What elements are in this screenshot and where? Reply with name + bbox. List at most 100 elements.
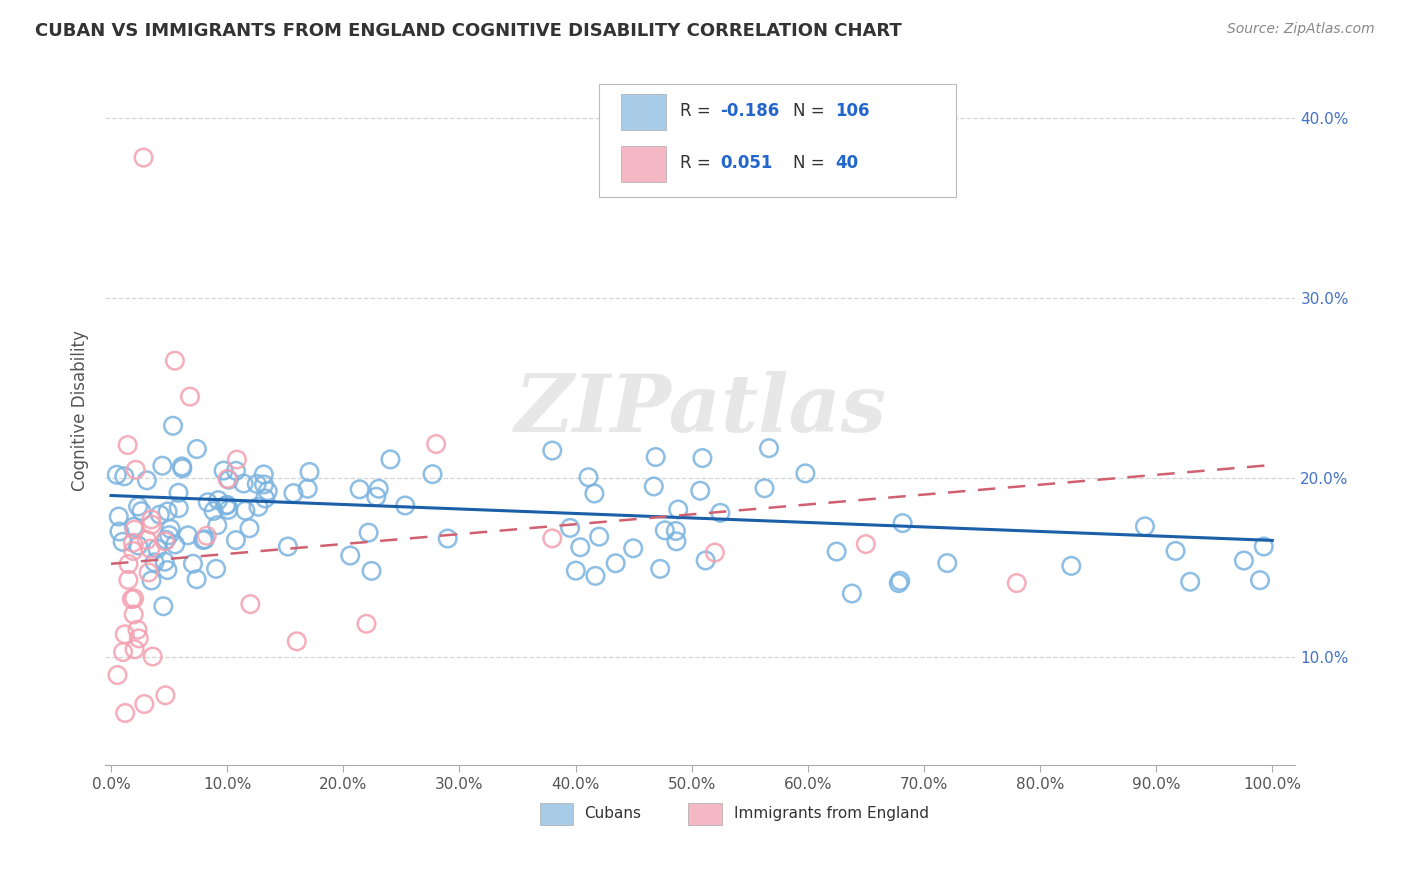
Point: [217, 503, 239, 517]
Text: -0.186: -0.186: [720, 102, 780, 120]
Point: [360, 564, 382, 578]
Point: [277, 540, 299, 554]
Point: [186, 442, 208, 456]
Point: [1164, 544, 1187, 558]
Point: [298, 465, 321, 479]
Point: [138, 566, 160, 580]
Point: [218, 473, 240, 487]
Text: ZIPatlas: ZIPatlas: [515, 371, 886, 449]
Point: [127, 500, 149, 514]
Point: [135, 533, 157, 547]
Point: [124, 523, 146, 537]
Point: [541, 443, 564, 458]
Point: [709, 506, 731, 520]
Point: [605, 556, 627, 570]
Point: [583, 486, 606, 500]
Point: [1060, 558, 1083, 573]
Point: [425, 437, 447, 451]
Point: [167, 485, 190, 500]
Point: [105, 467, 128, 482]
Point: [127, 623, 149, 637]
Point: [588, 530, 610, 544]
Point: [156, 504, 179, 518]
Point: [654, 524, 676, 538]
Point: [114, 706, 136, 720]
Point: [692, 451, 714, 466]
Point: [202, 504, 225, 518]
Point: [155, 688, 177, 702]
Point: [578, 470, 600, 484]
Point: [141, 512, 163, 526]
Point: [394, 499, 416, 513]
Point: [141, 517, 163, 532]
Point: [117, 557, 139, 571]
Point: [112, 469, 135, 483]
Point: [135, 473, 157, 487]
Point: [125, 463, 148, 477]
Point: [132, 151, 155, 165]
Point: [122, 607, 145, 622]
Point: [159, 522, 181, 536]
Point: [225, 464, 247, 478]
Point: [150, 458, 173, 473]
Point: [643, 479, 665, 493]
Text: Cubans: Cubans: [583, 805, 641, 821]
FancyBboxPatch shape: [689, 803, 721, 825]
Point: [887, 576, 910, 591]
Point: [121, 592, 143, 607]
Point: [232, 476, 254, 491]
Point: [134, 697, 156, 711]
Point: [117, 438, 139, 452]
Point: [1253, 540, 1275, 554]
Point: [155, 533, 177, 547]
Point: [124, 642, 146, 657]
Point: [181, 557, 204, 571]
Point: [122, 519, 145, 533]
Point: [349, 483, 371, 497]
Point: [122, 544, 145, 558]
Point: [186, 572, 208, 586]
Point: [128, 632, 150, 646]
Point: [212, 464, 235, 478]
Text: Source: ZipAtlas.com: Source: ZipAtlas.com: [1227, 22, 1375, 37]
Point: [758, 441, 780, 455]
Point: [170, 459, 193, 474]
Point: [107, 509, 129, 524]
Point: [256, 484, 278, 499]
Point: [666, 502, 689, 516]
Point: [167, 501, 190, 516]
Text: R =: R =: [681, 102, 716, 120]
Point: [142, 649, 165, 664]
Point: [254, 491, 277, 506]
Point: [215, 499, 238, 513]
Point: [156, 563, 179, 577]
Point: [177, 528, 200, 542]
Point: [225, 533, 247, 547]
Point: [165, 537, 187, 551]
Point: [380, 452, 402, 467]
Point: [1180, 574, 1202, 589]
Point: [1233, 553, 1256, 567]
FancyBboxPatch shape: [620, 95, 666, 129]
Point: [194, 533, 217, 547]
Point: [111, 534, 134, 549]
Point: [153, 555, 176, 569]
FancyBboxPatch shape: [540, 803, 574, 825]
Point: [162, 418, 184, 433]
Point: [139, 541, 162, 556]
Text: 106: 106: [835, 102, 869, 120]
Point: [889, 574, 911, 588]
Point: [936, 556, 959, 570]
Point: [891, 516, 914, 530]
Point: [422, 467, 444, 482]
Point: [122, 591, 145, 606]
Point: [583, 569, 606, 583]
Point: [195, 529, 218, 543]
Text: 40: 40: [835, 154, 858, 172]
Point: [855, 537, 877, 551]
Point: [1133, 519, 1156, 533]
Point: [436, 532, 458, 546]
Point: [112, 645, 135, 659]
Point: [841, 586, 863, 600]
Point: [226, 452, 249, 467]
